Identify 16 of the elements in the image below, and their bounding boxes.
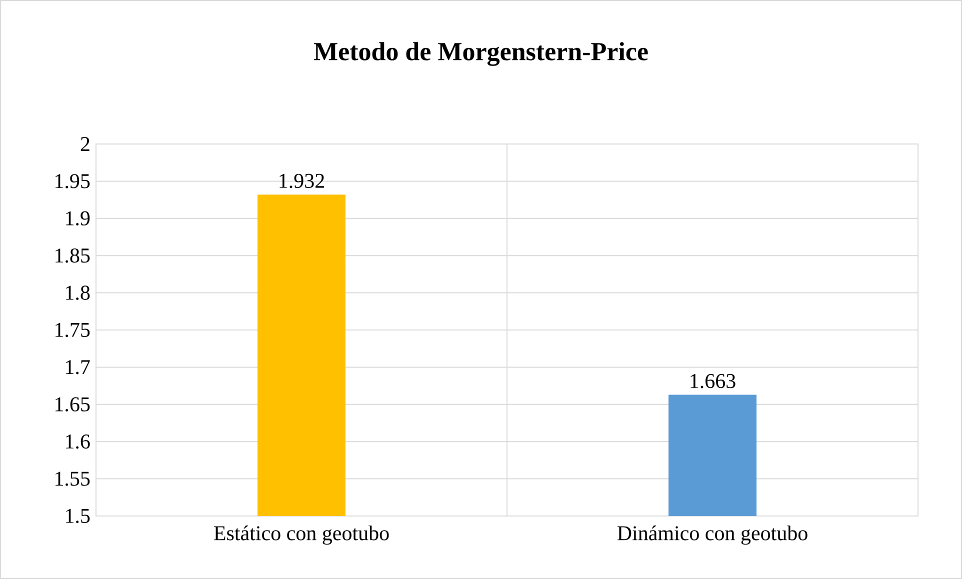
y-tick-label: 1.75 [56, 322, 90, 338]
y-tick-label: 1.95 [56, 174, 90, 188]
y-tick-label: 2 [80, 137, 90, 151]
chart-title: Metodo de Morgenstern-Price [314, 42, 648, 66]
x-tick-label: Dinámico con geotubo [617, 526, 808, 545]
y-tick-label: 1.65 [56, 397, 90, 412]
data-label: 1.932 [280, 174, 324, 188]
data-label: 1.663 [690, 374, 736, 388]
x-tick-label: Estático con geotubo [214, 526, 389, 545]
y-tick-label: 1.9 [66, 211, 90, 226]
y-tick-label: 1.5 [66, 508, 90, 524]
y-tick-label: 1.7 [66, 360, 90, 374]
y-tick-label: 1.85 [56, 248, 90, 263]
y-tick-label: 1.6 [66, 434, 90, 449]
y-tick-label: 1.8 [66, 286, 90, 300]
y-tick-label: 1.55 [56, 472, 90, 486]
